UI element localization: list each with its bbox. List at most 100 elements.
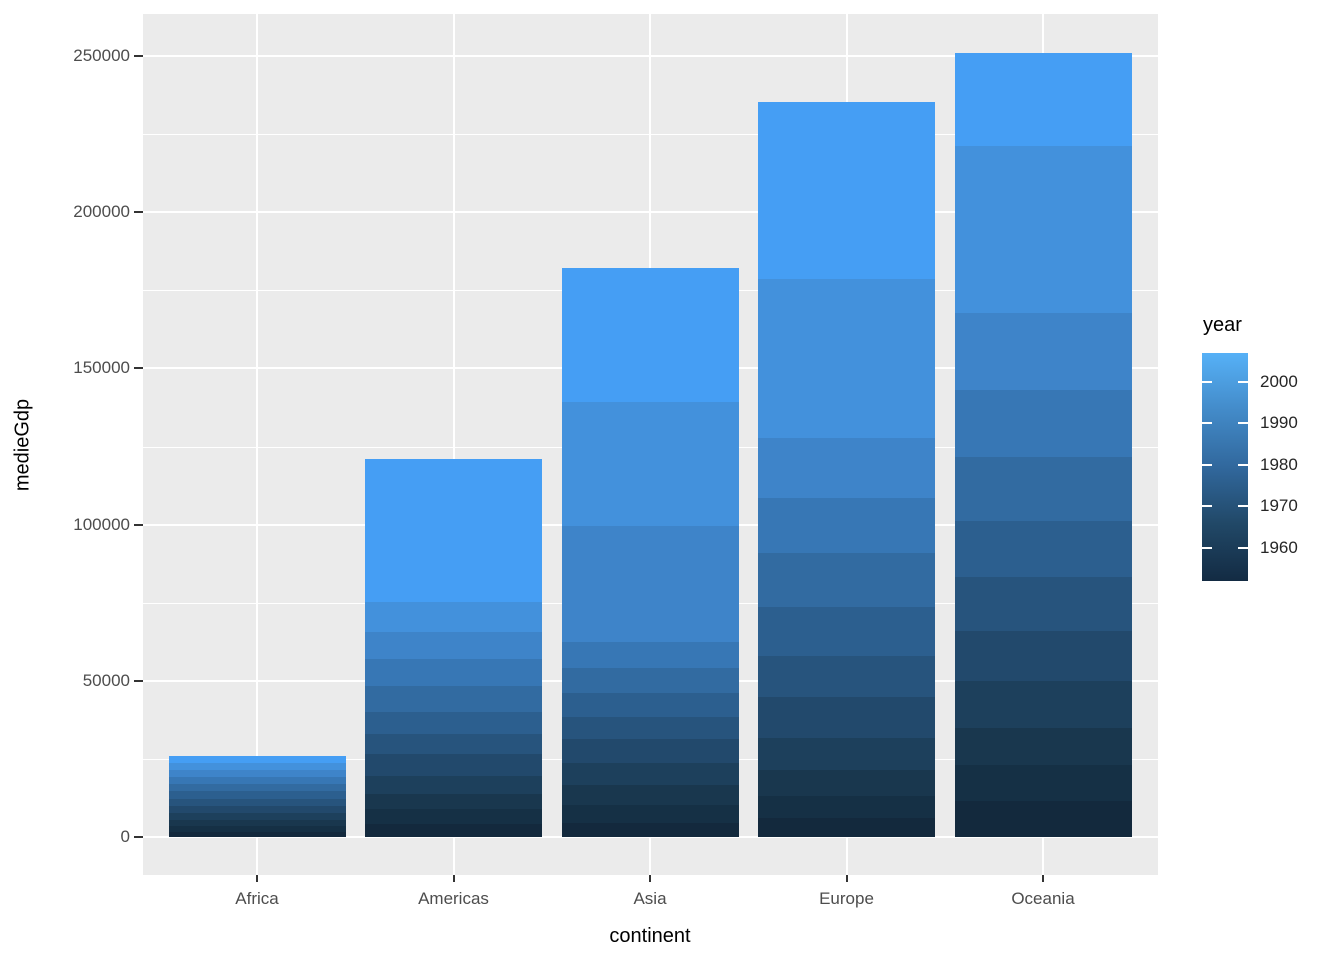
y-axis-title: medieGdp	[11, 398, 34, 492]
bar-segment-americas-1967	[365, 776, 542, 794]
y-tick-label: 0	[120, 827, 130, 846]
x-tick-label-asia: Asia	[633, 889, 667, 908]
legend-tick-mark	[1238, 381, 1248, 384]
bar-segment-americas-1972	[365, 754, 542, 777]
bar-segment-africa-1957	[168, 826, 346, 832]
legend-tick-mark	[1202, 463, 1212, 466]
bar-segment-africa-1962	[168, 819, 346, 827]
y-tick-label: 150000	[73, 358, 130, 378]
bar-segment-africa-1982	[168, 791, 346, 799]
legend-tick-mark	[1202, 505, 1212, 508]
bar-segment-europe-1992	[758, 498, 935, 553]
plot-panel	[143, 14, 1158, 875]
bar-segment-americas-1982	[365, 712, 542, 735]
bar-segment-oceania-1982	[954, 521, 1132, 577]
bar-segment-oceania-1997	[954, 313, 1132, 391]
bar-segment-asia-1987	[561, 667, 739, 693]
legend-title: year	[1203, 314, 1242, 336]
x-tick-mark	[649, 875, 651, 882]
y-tick-mark	[134, 367, 143, 370]
legend-tick-label: 1960	[1260, 537, 1298, 557]
bar-oceania	[954, 52, 1132, 837]
y-tick-label: 100000	[73, 514, 130, 534]
bar-segment-africa-1997	[168, 769, 346, 777]
y-tick-label: 50000	[82, 670, 130, 690]
legend-tick-mark	[1238, 505, 1248, 508]
bar-segment-africa-2002	[168, 762, 346, 770]
y-tick-mark	[134, 523, 143, 526]
bar-segment-asia-1972	[561, 738, 739, 763]
bar-asia	[561, 268, 739, 837]
bar-segment-americas-1992	[365, 658, 542, 686]
bar-segment-africa-1967	[168, 812, 346, 820]
bar-segment-asia-1992	[561, 641, 739, 668]
bar-segment-americas-1977	[365, 734, 542, 754]
bar-segment-oceania-1962	[954, 727, 1132, 765]
bar-segment-oceania-1952	[954, 800, 1132, 837]
y-tick-label: 200000	[73, 202, 130, 222]
bar-segment-americas-1997	[365, 631, 542, 659]
legend-tick-label: 2000	[1260, 372, 1298, 392]
legend-tick-mark	[1202, 422, 1212, 425]
bar-segment-europe-2002	[758, 279, 935, 439]
bar-segment-americas-2002	[365, 601, 542, 632]
bar-segment-europe-1972	[758, 696, 935, 738]
bar-segment-asia-1997	[561, 525, 739, 642]
bar-segment-americas-1957	[365, 808, 542, 824]
y-tick-mark	[134, 55, 143, 57]
x-tick-mark	[256, 875, 258, 882]
bar-segment-africa-1992	[168, 776, 346, 784]
bar-segment-oceania-2007	[954, 52, 1132, 146]
legend-tick-mark	[1202, 381, 1212, 384]
y-tick-mark	[134, 679, 143, 682]
bar-segment-europe-1977	[758, 655, 935, 697]
gridline-major-vertical	[256, 14, 258, 875]
bar-segment-asia-1982	[561, 692, 739, 717]
bar-segment-asia-1962	[561, 784, 739, 805]
x-axis-title: continent	[609, 925, 691, 947]
legend-tick-label: 1990	[1260, 413, 1298, 433]
bar-segment-oceania-1957	[954, 764, 1132, 801]
bar-segment-europe-1962	[758, 769, 935, 796]
bar-segment-europe-1952	[758, 817, 935, 837]
x-tick-mark	[452, 875, 455, 882]
bar-segment-oceania-1987	[954, 457, 1132, 522]
legend-tick-label: 1980	[1260, 454, 1298, 474]
legend-tick-mark	[1238, 546, 1248, 549]
x-tick-mark	[1042, 875, 1044, 882]
bar-segment-asia-1967	[561, 762, 739, 785]
bar-europe	[758, 101, 935, 837]
bar-segment-europe-1997	[758, 438, 935, 499]
legend-tick-mark	[1238, 463, 1248, 466]
bar-segment-oceania-1992	[954, 390, 1132, 458]
bar-segment-europe-1982	[758, 606, 935, 656]
bar-segment-europe-1987	[758, 552, 935, 607]
bar-segment-africa-2007	[168, 755, 346, 763]
x-tick-label-oceania: Oceania	[1011, 889, 1075, 908]
bar-africa	[168, 755, 346, 837]
bar-segment-oceania-1977	[954, 576, 1132, 631]
bar-segment-asia-2007	[561, 268, 739, 403]
gridline-major-vertical	[452, 14, 455, 875]
bar-segment-africa-1972	[168, 805, 346, 813]
bar-segment-oceania-1972	[954, 630, 1132, 681]
y-tick-mark	[134, 836, 143, 838]
x-tick-label-americas: Americas	[418, 889, 489, 908]
legend-tick-mark	[1202, 546, 1212, 549]
bar-segment-europe-1957	[758, 795, 935, 818]
x-tick-label-europe: Europe	[819, 889, 874, 908]
bar-segment-americas-1952	[365, 823, 542, 837]
x-tick-label-africa: Africa	[235, 889, 279, 908]
y-tick-mark	[134, 211, 143, 214]
bar-segment-europe-1967	[758, 737, 935, 770]
legend-tick-label: 1970	[1260, 496, 1298, 516]
legend-gradient-bar	[1202, 353, 1248, 581]
bar-segment-americas-2007	[365, 458, 542, 602]
bar-segment-asia-1952	[561, 822, 739, 837]
legend-tick-mark	[1238, 422, 1248, 425]
x-tick-mark	[845, 875, 848, 882]
bar-segment-oceania-2002	[954, 145, 1132, 314]
bar-segment-africa-1987	[168, 783, 346, 792]
bar-segment-asia-2002	[561, 402, 739, 526]
bar-segment-asia-1977	[561, 716, 739, 739]
